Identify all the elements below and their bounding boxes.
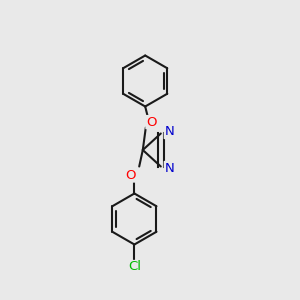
Text: Cl: Cl (128, 260, 141, 274)
Text: O: O (146, 116, 157, 129)
Text: N: N (164, 125, 174, 139)
Text: N: N (164, 161, 174, 175)
Text: O: O (125, 169, 136, 182)
